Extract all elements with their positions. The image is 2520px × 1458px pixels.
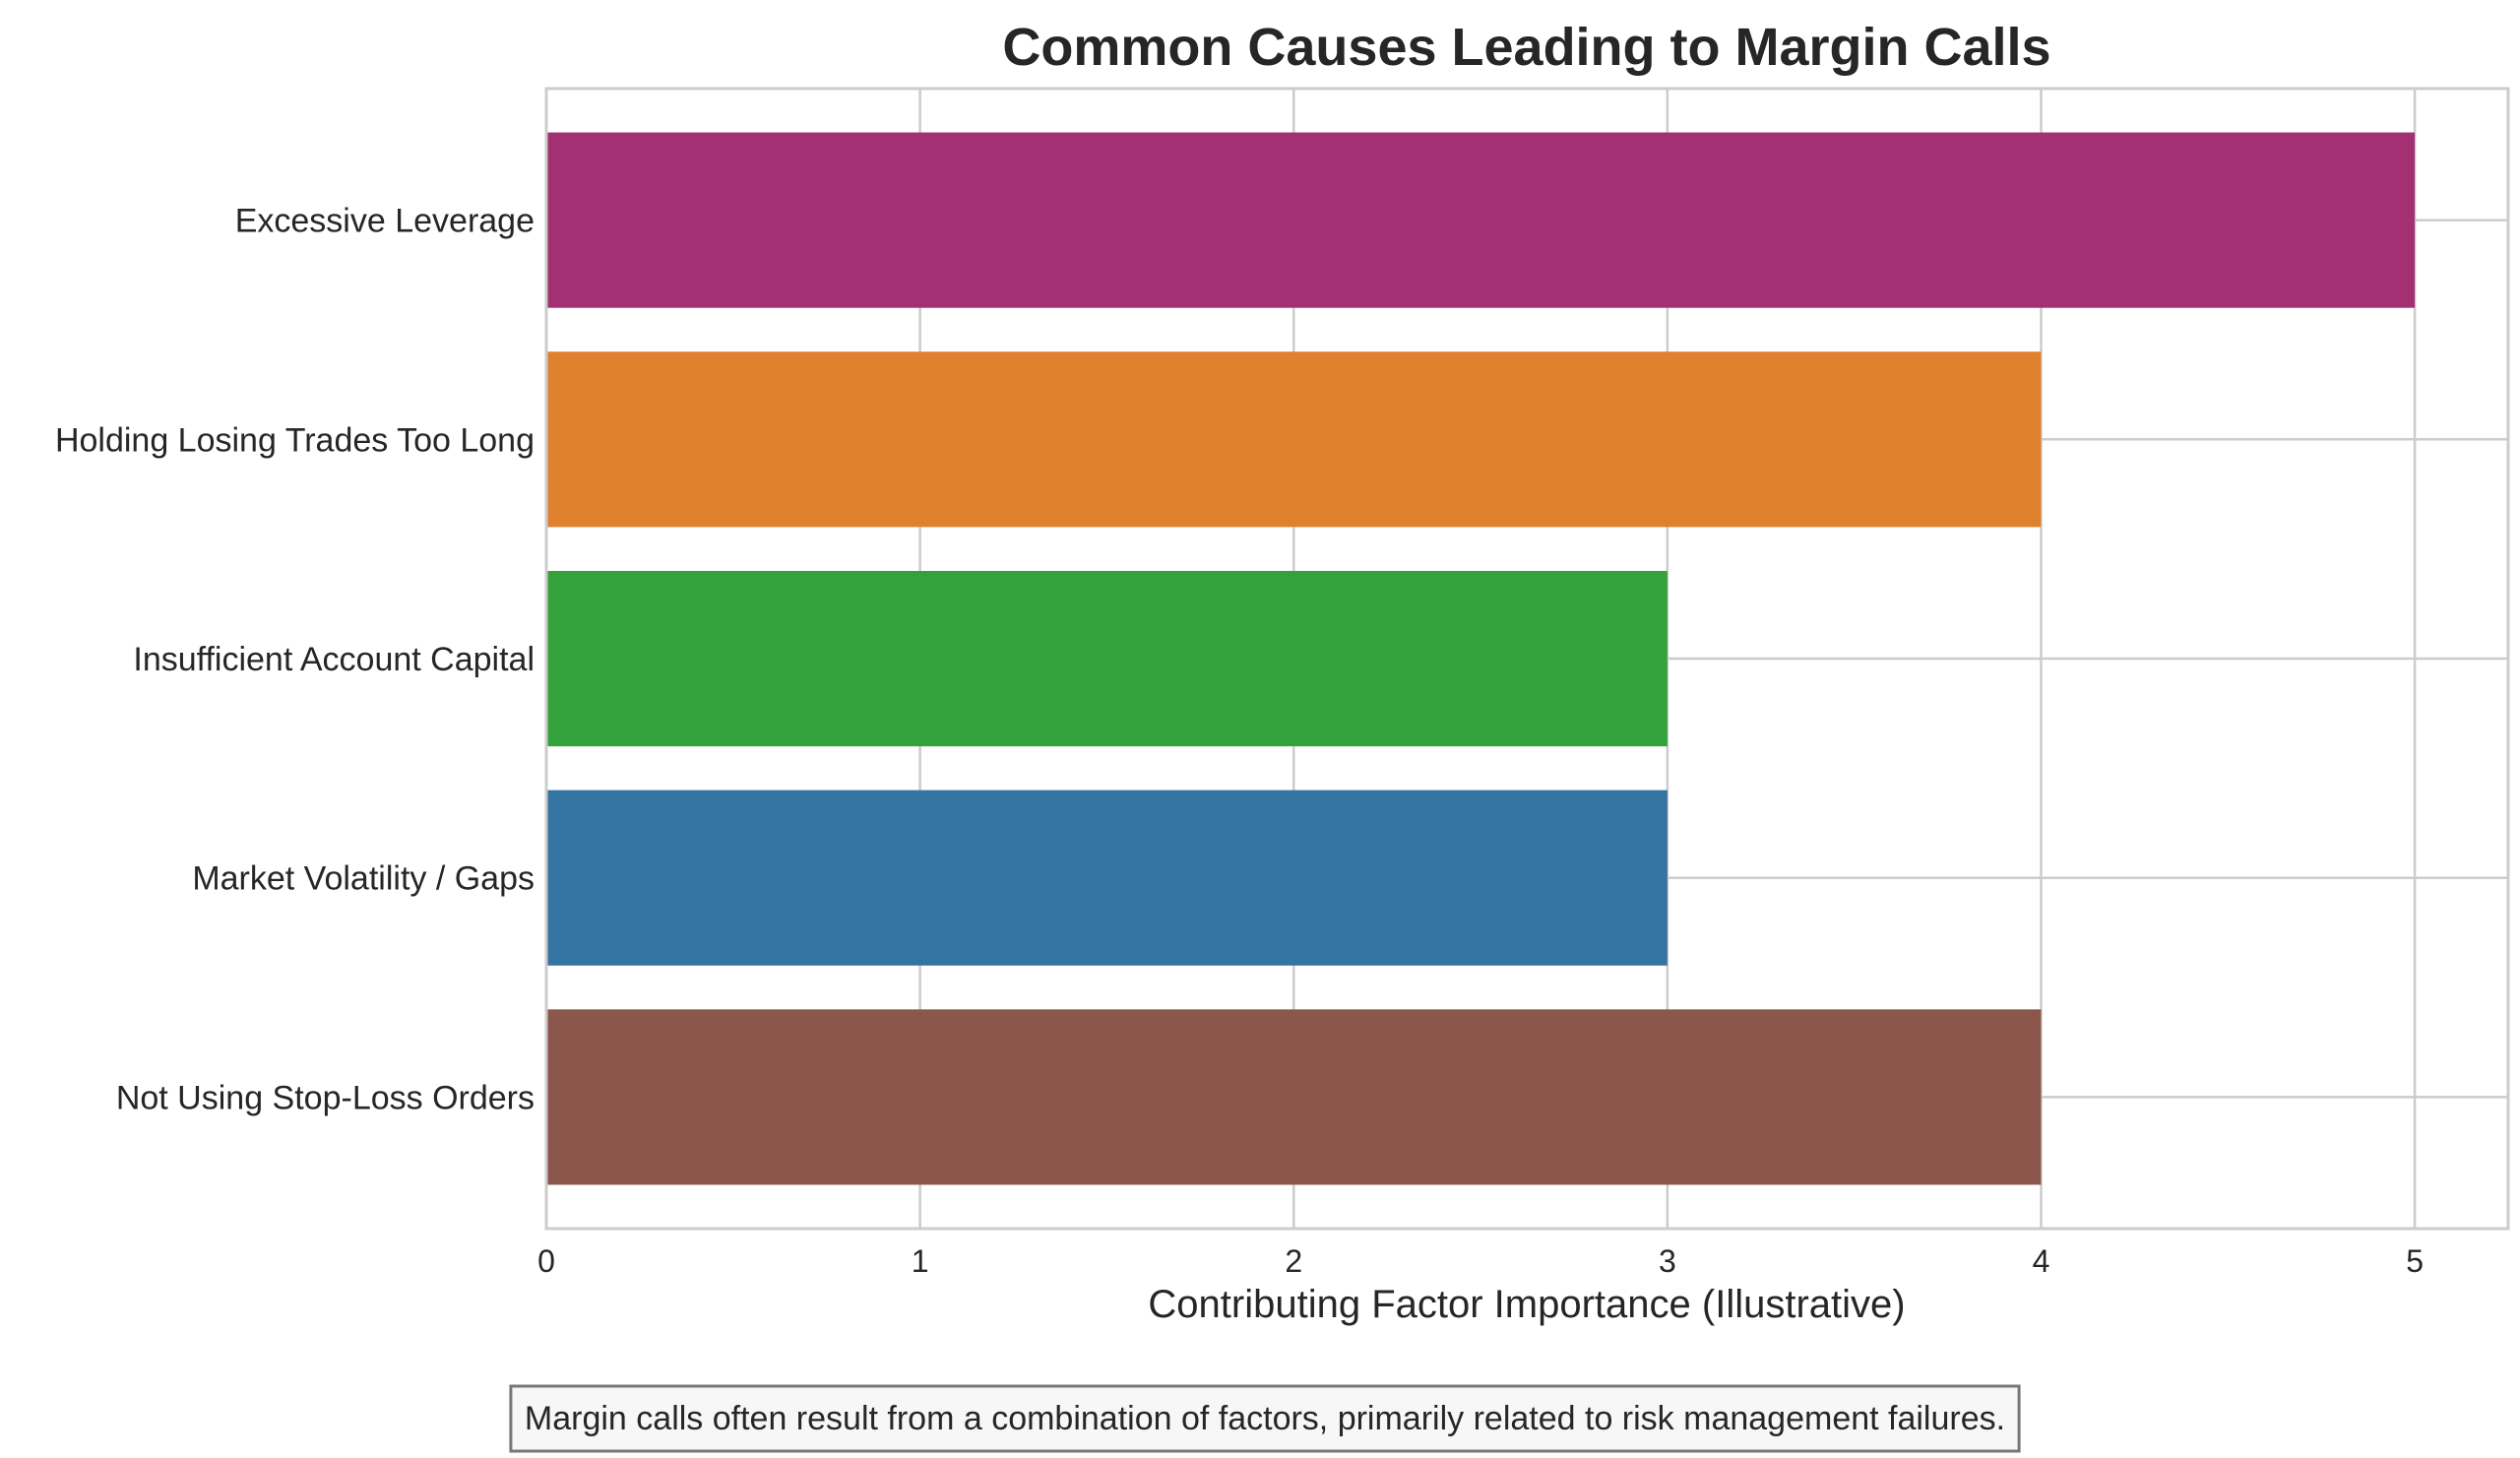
x-tick-label: 1 [912,1243,929,1279]
x-tick-label: 4 [2033,1243,2050,1279]
bar [546,351,2042,528]
y-tick-label: Excessive Leverage [235,203,535,240]
y-tick-labels: Excessive Leverage Holding Losing Trades … [55,203,535,1117]
x-tick-labels: 0 1 2 3 4 5 [537,1243,2424,1279]
annotation-text: Margin calls often result from a combina… [525,1400,2005,1437]
x-axis-label: Contributing Factor Importance (Illustra… [1148,1283,1905,1326]
y-tick-label: Market Volatility / Gaps [192,860,535,898]
x-tick-label: 5 [2406,1243,2424,1279]
x-tick-label: 2 [1285,1243,1302,1279]
bars [546,132,2416,1185]
bar [546,790,1668,966]
bar [546,1009,2042,1185]
chart-title: Common Causes Leading to Margin Calls [1002,18,2050,77]
annotation-box: Margin calls often result from a combina… [509,1384,2021,1453]
annotation-frame [509,1384,2021,1453]
y-tick-label: Not Using Stop-Loss Orders [116,1079,535,1116]
y-tick-label: Insufficient Account Capital [133,641,535,678]
y-tick-label: Holding Losing Trades Too Long [55,421,535,459]
bar [546,570,1668,747]
x-tick-label: 0 [537,1243,555,1279]
x-tick-label: 3 [1659,1243,1676,1279]
bar [546,132,2416,308]
plot-frame [544,87,2510,1231]
